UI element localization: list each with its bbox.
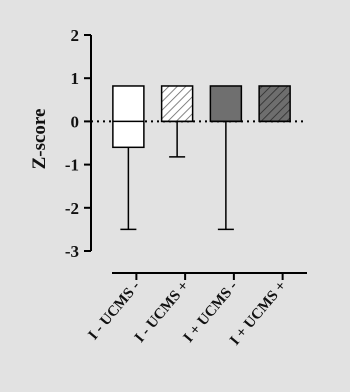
box-body (209, 85, 243, 123)
y-tick-label: 0 (71, 112, 80, 131)
y-tick-label: -1 (65, 156, 79, 175)
box-2 (160, 85, 194, 158)
y-tick-label: 1 (71, 69, 80, 88)
box-4 (258, 85, 291, 123)
y-ticks: 2 1 0 -1 -2 -3 (65, 26, 91, 261)
x-ticks: I - UCMS -I - UCMS +I + UCMS -I + UCMS + (85, 273, 290, 349)
box-body (258, 85, 291, 123)
box-body (160, 85, 194, 123)
y-tick-label: -2 (65, 199, 79, 218)
y-tick-label: -3 (65, 242, 79, 261)
box-body (112, 85, 145, 149)
y-tick-label: 2 (71, 26, 80, 45)
box-3 (209, 85, 243, 231)
boxes (112, 85, 291, 231)
box-1 (112, 85, 145, 231)
y-axis-label: Z-score (29, 109, 50, 170)
